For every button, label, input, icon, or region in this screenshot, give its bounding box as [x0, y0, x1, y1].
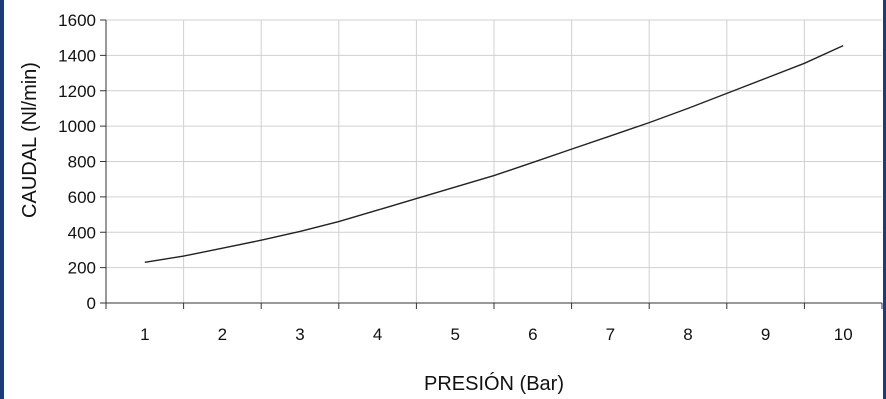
y-tick-label: 200	[68, 259, 96, 278]
x-tick-label: 10	[834, 325, 853, 344]
y-axis-title: CAUDAL (Nl/min)	[19, 62, 41, 218]
y-tick-label: 800	[68, 153, 96, 172]
x-tick-label: 9	[761, 325, 770, 344]
x-tick-labels: 1 2 3 4 5 6 7 8 9 10	[140, 325, 853, 344]
y-tick-label: 400	[68, 223, 96, 242]
axes	[100, 19, 883, 309]
y-tick-label: 600	[68, 188, 96, 207]
x-tick-label: 1	[140, 325, 149, 344]
x-tick-label: 7	[606, 325, 615, 344]
y-tick-label: 1200	[58, 82, 96, 101]
grid-lines	[106, 19, 882, 303]
y-tick-label: 1000	[58, 117, 96, 136]
x-tick-label: 2	[218, 325, 227, 344]
y-tick-label: 1600	[58, 11, 96, 30]
series-group	[144, 44, 844, 263]
x-tick-label: 3	[295, 325, 304, 344]
series-line	[144, 44, 844, 263]
x-tick-label: 4	[373, 325, 382, 344]
x-tick-label: 6	[528, 325, 537, 344]
y-tick-label: 1400	[58, 46, 96, 65]
y-tick-labels: 0 200 400 600 800 1000 1200 1400 1600	[58, 11, 96, 313]
x-axis-title: PRESIÓN (Bar)	[424, 372, 564, 395]
y-tick-label: 0	[87, 294, 96, 313]
x-tick-label: 5	[450, 325, 459, 344]
x-tick-label: 8	[683, 325, 692, 344]
